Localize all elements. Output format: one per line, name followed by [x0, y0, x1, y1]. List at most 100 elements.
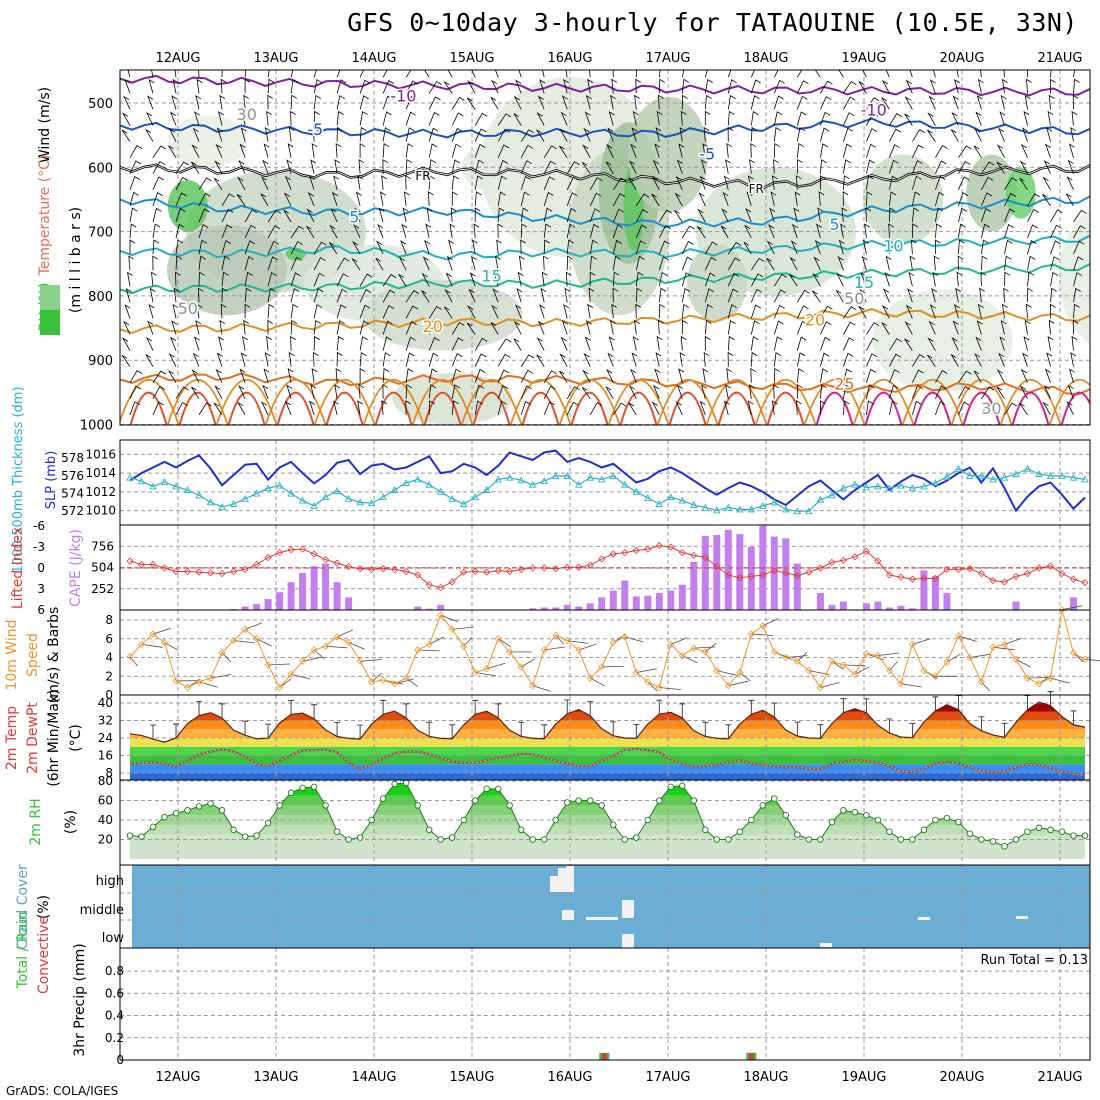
wind-barb	[359, 367, 366, 383]
wind-barb	[474, 337, 488, 351]
y-tick: 2	[105, 669, 113, 683]
y-tick-left: 572	[61, 504, 84, 518]
wind-barb	[912, 144, 924, 158]
isotherm-line	[120, 307, 1090, 335]
rh-blob	[167, 115, 248, 168]
wind-barb	[1047, 336, 1054, 351]
surface-isotherm	[656, 379, 719, 425]
wind-barb	[929, 79, 936, 94]
wind-barb	[1050, 240, 1061, 255]
cape-bar	[299, 572, 307, 610]
wind-barb	[866, 191, 873, 206]
wind-barb	[129, 239, 136, 255]
wind-barb	[981, 386, 995, 400]
wind-barb	[472, 239, 478, 255]
wind-barb	[336, 273, 349, 287]
rh-point	[1047, 826, 1054, 834]
wind-speed-point	[149, 630, 157, 638]
wind-barb	[1073, 240, 1085, 255]
wind-barb	[796, 305, 809, 319]
wind-barb	[451, 127, 463, 142]
wind-barb	[1050, 287, 1057, 303]
wind-barb	[1050, 70, 1052, 78]
wind-barb	[998, 127, 1005, 142]
cape-bar	[897, 605, 905, 610]
wind-barb	[171, 95, 178, 110]
lifted-index-point	[229, 567, 238, 576]
wind-barb	[796, 352, 806, 367]
wind-barb	[958, 635, 977, 642]
wind-barb	[262, 384, 269, 399]
wind-barb	[193, 336, 200, 351]
wind-barb	[164, 642, 179, 651]
wind-barb	[676, 159, 683, 174]
wind-barb	[197, 287, 204, 303]
wind-barb	[750, 320, 760, 335]
wind-barb	[221, 271, 229, 287]
thickness-point	[137, 477, 146, 485]
y-tick-right: 504	[91, 561, 114, 575]
wind-barb	[659, 687, 681, 690]
isotherm-label: 10	[883, 236, 903, 255]
wind-barb	[820, 305, 833, 319]
wind-barb	[152, 239, 160, 255]
wind-barb	[147, 320, 154, 335]
cape-bar	[701, 535, 709, 610]
wind-barb	[843, 306, 857, 319]
wind-barb	[909, 255, 916, 271]
date-tick-top: 15AUG	[449, 51, 494, 66]
wind-barb	[866, 322, 880, 335]
lifted-index-point	[667, 543, 675, 551]
cape-bar	[575, 606, 583, 610]
thickness-point	[770, 498, 779, 506]
minmax-bar	[817, 723, 824, 739]
wind-barb	[405, 400, 411, 415]
lifted-index-point	[333, 559, 341, 567]
wind-barb	[796, 336, 807, 351]
date-tick-top: 12AUG	[155, 51, 200, 66]
wind-barb	[932, 271, 939, 287]
wind-barb	[843, 664, 866, 667]
wind-barb	[716, 670, 737, 676]
wind-barb	[175, 255, 183, 271]
thickness-point	[436, 487, 445, 495]
isotherm-label: 5	[349, 207, 359, 226]
wind-barb	[726, 368, 733, 383]
wind-barb	[771, 175, 778, 190]
wind-barb	[1042, 194, 1051, 207]
wind-barb	[889, 191, 897, 206]
wind-speed-point	[276, 683, 284, 692]
wind-barb	[817, 207, 824, 223]
wind-barb	[400, 240, 407, 255]
wind-barb	[674, 192, 683, 207]
wind-barb	[152, 370, 167, 383]
wind-barb	[612, 239, 622, 255]
wind-speed-point	[437, 611, 445, 619]
wind-barb	[585, 320, 592, 335]
wind-barb	[543, 385, 556, 399]
lifted-index-point	[529, 564, 537, 572]
wind-barb	[820, 111, 831, 126]
rh-point	[299, 784, 306, 792]
wind-barb	[264, 126, 271, 142]
minmax-bar	[357, 724, 364, 740]
rh-shading	[167, 77, 1090, 425]
date-tick-top: 20AUG	[939, 51, 984, 66]
wind-barb	[288, 126, 295, 142]
lifted-index-point	[437, 584, 445, 592]
wind-barb	[750, 257, 765, 271]
wind-barb	[124, 79, 131, 94]
wind-barb	[889, 113, 903, 126]
wind-barb	[889, 207, 896, 223]
wind-barb	[773, 336, 783, 351]
thickness-point	[252, 489, 261, 497]
rh-point	[575, 797, 582, 804]
wind-barb	[789, 274, 798, 287]
wind-barb	[214, 160, 223, 174]
rh-point	[897, 836, 905, 843]
thickness-line	[129, 468, 1086, 512]
lifted-index-point	[160, 564, 169, 572]
wind-barb	[537, 320, 545, 335]
wind-barb	[584, 336, 591, 351]
minmax-bar	[265, 723, 272, 739]
